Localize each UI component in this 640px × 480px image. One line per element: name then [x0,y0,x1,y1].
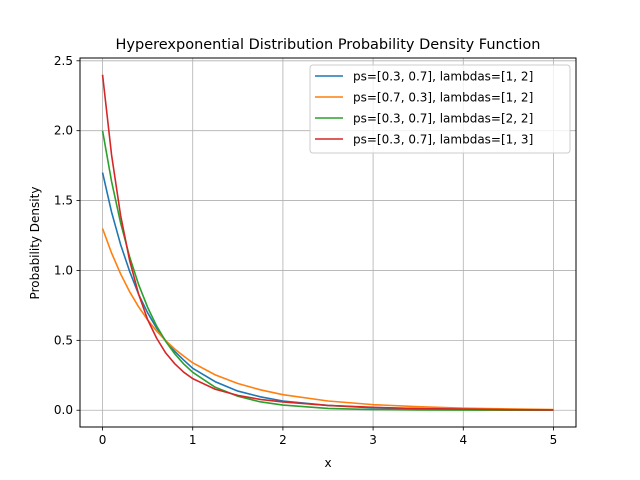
x-tick-label: 1 [189,433,197,447]
series-lines [101,74,554,412]
y-tick-label: 1.0 [54,263,73,277]
x-tick-label: 4 [459,433,467,447]
legend-label-3: ps=[0.3, 0.7], lambdas=[2, 2] [353,112,533,126]
x-tick-label: 2 [279,433,287,447]
series-line-3 [101,130,554,412]
y-axis-label: Probability Density [28,187,42,300]
plot-frame [79,57,577,428]
series-line-2 [101,228,554,411]
y-tick-label: 0.0 [54,403,73,417]
y-tick-label: 2.5 [54,54,73,68]
x-tick-label: 5 [550,433,558,447]
chart-title: Hyperexponential Distribution Probabilit… [116,37,541,53]
x-axis-label: x [324,456,331,470]
legend-label-1: ps=[0.3, 0.7], lambdas=[1, 2] [353,70,533,84]
y-axis-ticks: 0.0 0.5 1.0 1.5 2.0 2.5 [54,54,80,417]
x-tick-label: 0 [99,433,107,447]
y-tick-label: 1.5 [54,194,73,208]
legend-box [309,64,571,154]
x-tick-label: 3 [369,433,377,447]
series-line-4 [101,74,554,411]
legend-label-4: ps=[0.3, 0.7], lambdas=[1, 3] [353,133,533,147]
y-tick-label: 2.0 [54,124,73,138]
legend-label-2: ps=[0.7, 0.3], lambdas=[1, 2] [353,91,533,105]
x-axis-ticks: 0 1 2 3 4 5 [99,427,558,447]
legend: ps=[0.3, 0.7], lambdas=[1, 2] ps=[0.7, 0.… [309,64,571,154]
y-tick-label: 0.5 [54,333,73,347]
